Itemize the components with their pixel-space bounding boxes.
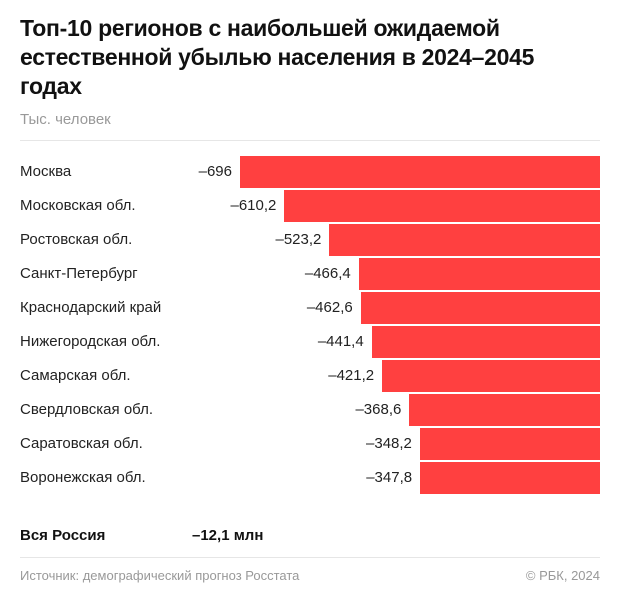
bar bbox=[329, 224, 600, 256]
copyright: © РБК, 2024 bbox=[525, 568, 600, 583]
value-label: –441,4 bbox=[317, 333, 364, 350]
bar bbox=[420, 462, 600, 494]
value-label: –347,8 bbox=[366, 469, 413, 486]
value-label: –368,6 bbox=[355, 401, 402, 418]
bar bbox=[409, 394, 600, 426]
bar-row: Санкт-Петербург –466,4 bbox=[0, 258, 620, 290]
source-note: Источник: демографический прогноз Росста… bbox=[20, 568, 300, 583]
bar bbox=[360, 292, 600, 324]
bar-row: Краснодарский край –462,6 bbox=[0, 292, 620, 324]
divider bbox=[20, 557, 600, 558]
bar bbox=[240, 156, 600, 188]
bar-row: Москва –696 bbox=[0, 156, 620, 188]
category-label: Москва bbox=[20, 163, 72, 180]
total-value: –12,1 млн bbox=[192, 527, 264, 544]
bar-row: Свердловская обл. –368,6 bbox=[0, 394, 620, 426]
category-label: Краснодарский край bbox=[20, 299, 162, 316]
category-label: Московская обл. bbox=[20, 197, 136, 214]
category-label: Воронежская обл. bbox=[20, 469, 146, 486]
value-label: –462,6 bbox=[306, 299, 353, 316]
bar-row: Нижегородская обл. –441,4 bbox=[0, 326, 620, 358]
category-label: Санкт-Петербург bbox=[20, 265, 138, 282]
category-label: Нижегородская обл. bbox=[20, 333, 161, 350]
value-label: –348,2 bbox=[366, 435, 412, 452]
chart-subtitle: Тыс. человек bbox=[20, 111, 111, 128]
category-label: Свердловская обл. bbox=[20, 401, 153, 418]
value-label: –466,4 bbox=[304, 265, 351, 282]
bar-row: Воронежская обл. –347,8 bbox=[0, 462, 620, 494]
bar bbox=[382, 360, 600, 392]
chart-title: Топ-10 регионов с наибольшей ожидаемой е… bbox=[20, 15, 535, 99]
bar bbox=[284, 190, 600, 222]
bar bbox=[358, 258, 600, 290]
bar bbox=[419, 428, 600, 460]
value-label: –696 bbox=[198, 163, 232, 180]
bar bbox=[371, 326, 600, 358]
category-label: Ростовская обл. bbox=[20, 231, 133, 248]
bar-row: Саратовская обл. –348,2 bbox=[0, 428, 620, 460]
bar-row: Самарская обл. –421,2 bbox=[0, 360, 620, 392]
value-label: –610,2 bbox=[230, 197, 277, 214]
divider bbox=[20, 140, 600, 141]
category-label: Самарская обл. bbox=[20, 367, 131, 384]
category-label: Саратовская обл. bbox=[20, 435, 143, 452]
value-label: –421,2 bbox=[328, 367, 375, 384]
total-label: Вся Россия bbox=[20, 527, 106, 544]
bar-row: Ростовская обл. –523,2 bbox=[0, 224, 620, 256]
bar-row: Московская обл. –610,2 bbox=[0, 190, 620, 222]
value-label: –523,2 bbox=[275, 231, 322, 248]
